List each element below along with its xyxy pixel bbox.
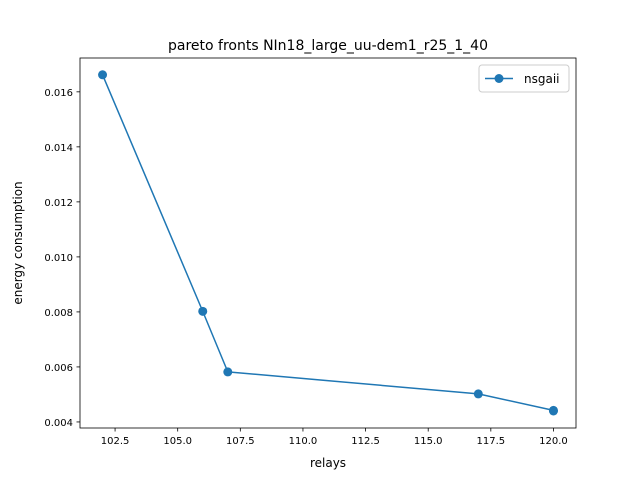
data-point xyxy=(548,406,558,416)
legend: nsgaii xyxy=(478,64,570,93)
data-point xyxy=(98,70,108,80)
series-group xyxy=(98,70,558,416)
x-tick-label: 117.5 xyxy=(477,436,506,447)
y-tick-label: 0.012 xyxy=(44,198,73,209)
y-tick-label: 0.010 xyxy=(44,253,73,264)
x-tick-label: 107.5 xyxy=(226,436,255,447)
x-tick-label: 110.0 xyxy=(289,436,318,447)
x-tick-label: 112.5 xyxy=(351,436,380,447)
data-point xyxy=(223,367,233,377)
y-axis-label: energy consumption xyxy=(11,181,25,304)
chart-title: pareto fronts NIn18_large_uu-dem1_r25_1_… xyxy=(168,38,488,54)
plot-area xyxy=(79,57,577,429)
x-tick-label: 115.0 xyxy=(414,436,443,447)
y-tick-label: 0.004 xyxy=(44,418,73,429)
legend-marker xyxy=(494,74,504,83)
y-tick-label: 0.008 xyxy=(44,308,73,319)
y-tick-label: 0.006 xyxy=(44,363,73,374)
data-point xyxy=(473,389,483,399)
y-tick-label: 0.016 xyxy=(44,88,73,99)
y-tick-label: 0.014 xyxy=(44,143,73,154)
data-point xyxy=(198,306,208,316)
y-axis: 0.004 0.006 0.008 0.010 0.012 0.014 0.016 xyxy=(44,88,80,429)
plot-frame xyxy=(79,57,577,429)
legend-label-nsgaii: nsgaii xyxy=(524,72,560,86)
x-tick-label: 102.5 xyxy=(101,436,130,447)
x-tick-label: 105.0 xyxy=(163,436,192,447)
x-axis: 102.5 105.0 107.5 110.0 112.5 115.0 117.5 120.0 xyxy=(101,428,568,447)
x-axis-label: relays xyxy=(310,456,346,470)
x-tick-label: 120.0 xyxy=(539,436,568,447)
legend-box xyxy=(478,64,570,93)
